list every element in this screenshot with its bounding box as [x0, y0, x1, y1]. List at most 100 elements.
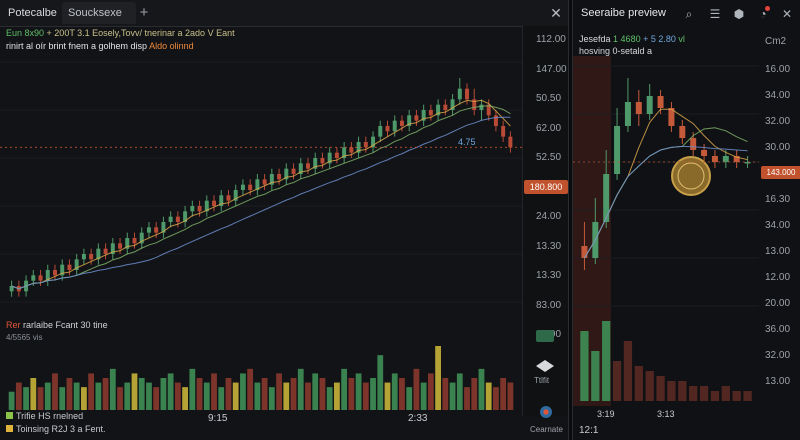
volume-bar [449, 382, 456, 410]
add-tab-button[interactable]: + [139, 4, 149, 21]
shield-icon[interactable]: ⬢ [733, 7, 745, 21]
candle [334, 152, 339, 158]
price-tick: 24.00 [536, 211, 562, 222]
candle [493, 115, 498, 126]
moving-average-line [11, 105, 511, 290]
volume-bar [131, 373, 138, 410]
candle [603, 174, 610, 222]
volume-bar [124, 382, 131, 410]
price-axis[interactable] [522, 26, 568, 416]
preview-price: 1 4680 [613, 34, 641, 44]
volume-bar [102, 378, 109, 410]
preview-volume-bar [645, 371, 654, 401]
compare-label[interactable]: Cearnate [530, 425, 563, 434]
side-label: Ttlfit [534, 376, 550, 385]
candle [722, 156, 729, 162]
candle [284, 168, 289, 180]
volume-bar [427, 373, 434, 410]
preview-price-tick: 34.00 [765, 90, 791, 101]
time-label: 9:15 [208, 413, 228, 424]
legend-item: Trifie HS rnelned [6, 411, 83, 421]
search-icon[interactable]: ⌕ [685, 7, 693, 21]
volume-bar [232, 382, 239, 410]
preview-title: Seeraibe preview [581, 7, 666, 19]
main-chart-window: Potecalbe Soucksexe + ✕ Eun 8x90 + 200T … [0, 0, 569, 440]
preview-volume-bar [689, 386, 698, 401]
candle [67, 264, 72, 270]
volume-bar [153, 387, 160, 410]
preview-price-tick: 32.00 [765, 116, 791, 127]
preview-time-label: 3:19 [597, 409, 615, 419]
candle [219, 195, 224, 206]
candle [363, 142, 368, 148]
volume-bar [88, 373, 95, 410]
symbol-details: + 200T 3.1 Eosely,Tovv/ tnerinar a 2ado … [46, 28, 235, 38]
indicator-value: Aldo olinnd [149, 41, 194, 51]
volume-bar [15, 382, 22, 410]
volume-legend-tag: Rer [6, 320, 21, 330]
candle [269, 174, 274, 185]
indicator-info-line: rinirt al oír brint fnem a golhem disp A… [6, 41, 194, 51]
volume-chart[interactable] [0, 340, 522, 410]
diamond-icon[interactable] [536, 360, 554, 372]
preview-change: + 5 2.80 [643, 34, 676, 44]
candle [89, 254, 94, 260]
close-icon[interactable]: ✕ [550, 5, 562, 21]
candle [421, 110, 426, 121]
volume-bar [218, 387, 225, 410]
preview-volume-bar [612, 361, 622, 401]
volume-bar [160, 378, 167, 410]
candle [168, 216, 173, 222]
candle [190, 206, 195, 212]
candle [255, 179, 260, 190]
volume-bar [334, 382, 340, 410]
volume-bar [312, 373, 319, 410]
volume-bar [283, 382, 290, 410]
volume-legend-label: rarlaibe Fcant 30 tine [23, 320, 108, 330]
preview-volume-bar [743, 391, 752, 401]
layers-icon[interactable] [536, 330, 554, 342]
preview-info-line: Jesefda 1 4680 + 5 2.80 vl [579, 34, 685, 44]
tab-potecalbe[interactable]: Potecalbe [8, 7, 57, 19]
volume-bar [319, 378, 326, 410]
price-tick: 13.30 [536, 240, 562, 252]
preview-volume-bar [678, 381, 687, 401]
volume-bar [362, 382, 369, 410]
preview-price-tick: 30.00 [765, 142, 791, 153]
candle [118, 243, 123, 249]
volume-bar [464, 387, 470, 410]
list-icon[interactable]: ☰ [709, 7, 721, 21]
volume-bar [73, 382, 80, 410]
candle [125, 238, 130, 249]
volume-bar [370, 378, 376, 410]
symbol-label: Eun 8x90 [6, 28, 45, 38]
volume-bar [52, 373, 58, 410]
volume-bar [211, 373, 217, 410]
volume-bar [478, 368, 485, 410]
notification-icon[interactable]: ◔ [755, 6, 771, 22]
tab-soucksexe[interactable]: Soucksexe [62, 2, 136, 24]
candle [240, 184, 245, 190]
candle [327, 152, 332, 164]
preview-volume-bar [634, 366, 643, 401]
volume-bar [297, 368, 304, 410]
volume-bar [167, 373, 174, 410]
preview-price-tick: 12.00 [765, 272, 791, 283]
preview-volume-bar [732, 391, 741, 401]
compare-icon[interactable] [540, 406, 552, 418]
volume-bar [261, 378, 268, 410]
main-price-chart[interactable] [0, 52, 522, 312]
candle [668, 108, 675, 126]
legend-item: Toinsing R2J 3 a Fent. [6, 424, 106, 434]
candle [175, 216, 180, 222]
volume-bar [182, 387, 188, 410]
close-icon[interactable]: ✕ [781, 7, 793, 21]
candle [262, 179, 267, 185]
preview-chart[interactable] [573, 56, 759, 406]
candle [378, 126, 383, 137]
candle [407, 115, 412, 126]
volume-bar [189, 368, 196, 410]
moving-average-line [11, 99, 511, 290]
candle [436, 104, 441, 116]
candle [646, 96, 653, 114]
